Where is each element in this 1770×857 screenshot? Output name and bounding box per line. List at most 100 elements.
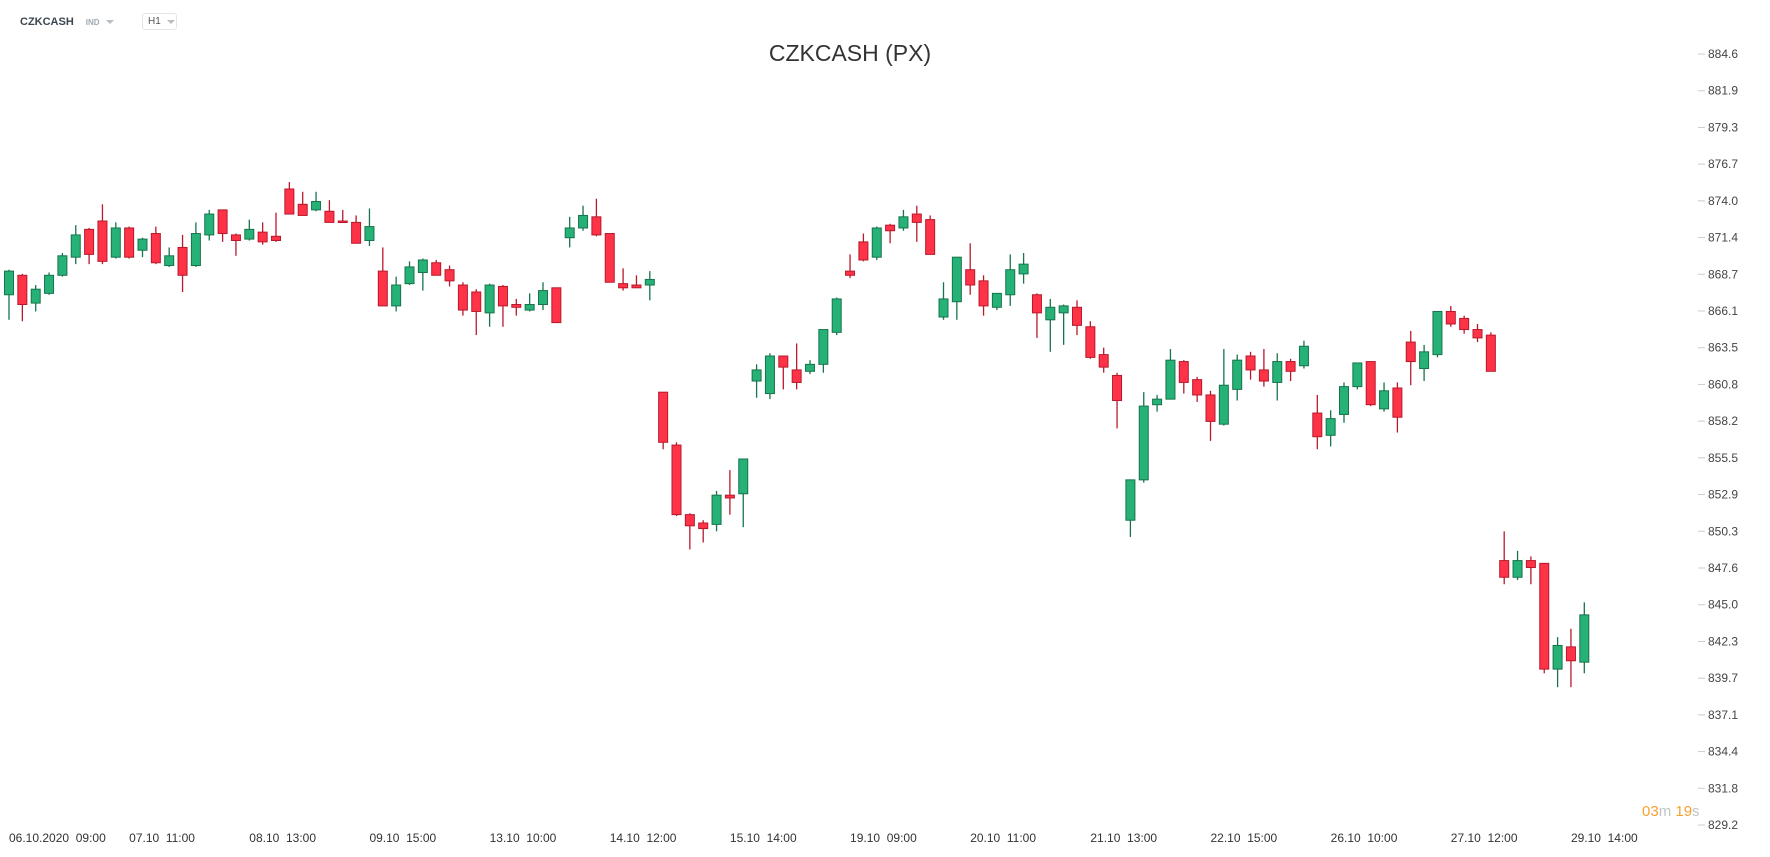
candle-up — [417, 259, 428, 273]
candle-down — [511, 304, 522, 308]
candle-up — [991, 292, 1002, 308]
candle-up — [1419, 351, 1430, 370]
candle-down — [497, 285, 508, 307]
candle-up — [951, 256, 962, 303]
candle-up — [738, 458, 749, 495]
candle-up — [30, 288, 41, 304]
candle-down — [791, 369, 802, 383]
chevron-down-icon — [166, 19, 175, 24]
candle-down — [1072, 306, 1082, 326]
timeframe-dropdown[interactable]: H1 — [142, 13, 177, 30]
countdown-m-unit: m — [1658, 803, 1672, 820]
candle-down — [97, 220, 108, 262]
candle-up — [564, 227, 575, 239]
countdown-minutes: 03 — [1642, 803, 1659, 820]
candle-up — [711, 494, 722, 525]
candle-down — [1405, 341, 1416, 363]
candle-down — [631, 284, 642, 289]
countdown-seconds: 19 — [1675, 803, 1693, 820]
candle-up — [164, 255, 175, 267]
candle-down — [1285, 361, 1296, 372]
candle-up — [1325, 418, 1336, 436]
x-tick-label: 19.10 09:00 — [850, 831, 917, 845]
candle-down — [1178, 361, 1189, 383]
candle-up — [1165, 359, 1176, 400]
candle-up — [57, 255, 68, 276]
candle-up — [391, 284, 402, 307]
candle-down — [17, 274, 28, 306]
candle-down — [217, 209, 228, 235]
candle-up — [190, 233, 201, 267]
candle-down — [337, 220, 348, 224]
x-tick-label: 06.10.2020 09:00 — [9, 831, 106, 845]
candle-down — [351, 221, 362, 244]
candle-down — [618, 283, 629, 289]
candle-down — [658, 391, 669, 443]
x-tick-label: 15.10 14:00 — [730, 831, 797, 845]
candle-up — [898, 216, 909, 229]
chevron-down-icon[interactable] — [105, 20, 114, 24]
candle-up — [244, 228, 255, 240]
candle-up — [1512, 560, 1523, 578]
candle-down — [1525, 560, 1536, 569]
candle-down — [1098, 354, 1109, 368]
y-tick-label: 874.0 — [1708, 194, 1738, 208]
candle-up — [1005, 269, 1016, 296]
candle-up — [938, 298, 949, 318]
candle-up — [644, 278, 655, 286]
candle-down — [1112, 374, 1123, 402]
y-tick-label: 871.4 — [1708, 231, 1738, 245]
candle-down — [1472, 329, 1483, 339]
chart-title: CZKCASH (PX) — [768, 40, 932, 66]
candle-down — [1192, 379, 1203, 396]
y-tick-label: 855.5 — [1708, 451, 1738, 465]
candle-down — [604, 233, 615, 283]
candle-up — [578, 214, 589, 229]
candle-down — [377, 270, 388, 307]
candle-down — [591, 216, 602, 236]
candle-up — [1339, 386, 1349, 415]
candle-up — [1272, 361, 1283, 383]
candle-down — [845, 270, 856, 276]
candle-up — [4, 270, 14, 296]
y-tick-label: 837.1 — [1708, 708, 1738, 722]
candle-down — [671, 444, 682, 516]
candle-countdown: 03m 19s — [1642, 803, 1700, 820]
x-tick-label: 14.10 12:00 — [610, 831, 677, 845]
candle-down — [551, 287, 562, 324]
y-tick-label: 866.1 — [1708, 304, 1738, 318]
candle-up — [1058, 305, 1069, 314]
x-tick-label: 22.10 15:00 — [1211, 831, 1278, 845]
candle-down — [1085, 326, 1096, 358]
candle-down — [965, 269, 976, 286]
candle-up — [524, 304, 535, 311]
candle-up — [1298, 345, 1309, 367]
y-tick-label: 831.8 — [1708, 781, 1738, 795]
x-tick-label: 29.10 14:00 — [1571, 831, 1638, 845]
candle-down — [724, 494, 735, 499]
candle-down — [911, 213, 922, 223]
candle-up — [364, 226, 375, 241]
candle-up — [137, 238, 148, 251]
y-tick-label: 884.6 — [1708, 47, 1738, 61]
candle-down — [1312, 412, 1323, 438]
candle-up — [1352, 362, 1363, 388]
candle-down — [1258, 369, 1269, 382]
candle-down — [1392, 387, 1403, 418]
symbol-selector[interactable]: CZKCASH IND — [20, 12, 114, 32]
candle-down — [324, 210, 335, 223]
x-tick-label: 21.10 13:00 — [1090, 831, 1157, 845]
candle-down — [978, 280, 989, 307]
y-tick-label: 852.9 — [1708, 488, 1738, 502]
candle-up — [1552, 644, 1563, 670]
candle-up — [204, 213, 215, 236]
candle-up — [110, 227, 121, 258]
instrument-type: IND — [85, 17, 100, 27]
x-tick-label: 20.10 11:00 — [970, 831, 1036, 845]
candle-up — [70, 234, 81, 258]
y-tick-label: 860.8 — [1708, 377, 1738, 391]
candle-down — [1245, 355, 1256, 371]
candle-up — [1138, 405, 1149, 481]
x-tick-label: 27.10 12:00 — [1451, 831, 1518, 845]
